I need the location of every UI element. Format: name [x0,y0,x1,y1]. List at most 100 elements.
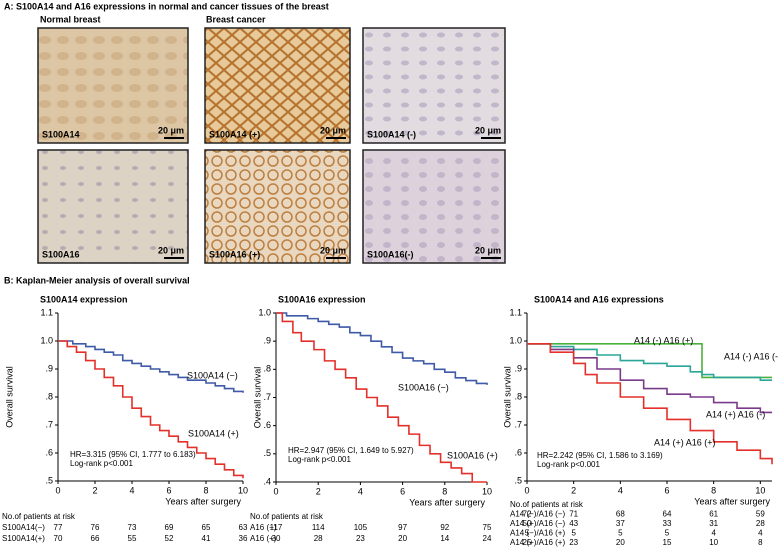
y-tick-label: .8 [45,391,53,401]
scale-label: 20 μm [158,245,184,255]
image-caption: S100A14 (-) [367,129,416,139]
micrograph [204,149,351,264]
risk-count: 33 [663,519,672,528]
survival-curve [527,343,772,381]
x-tick-label: 4 [129,485,134,495]
risk-count: 15 [663,538,672,547]
risk-count: 59 [756,510,765,519]
survival-curve [276,312,488,385]
x-axis-label: Years after surgery [409,497,485,507]
scale-label: 20 μm [320,245,346,255]
risk-count: 63 [239,523,248,532]
survival-curve [58,340,244,393]
x-tick-label: 8 [442,486,447,496]
y-tick-label: .8 [263,364,271,374]
curve-label: S100A14 (−) [187,370,238,380]
curve-label: S100A16 (−) [398,382,449,392]
risk-count: 114 [312,523,325,532]
risk-count: 24 [483,534,492,543]
y-axis-label: Overall survival [252,367,262,429]
risk-count: 66 [91,534,100,543]
annotation: HR=2.947 (95% CI, 1.649 to 5.927) [288,446,414,455]
image-caption: S100A16(-) [367,249,414,259]
risk-count: 97 [398,523,407,532]
risk-count: 105 [354,523,368,532]
risk-row-label: A14 (+)/A16 (−) [510,519,565,528]
chart-title: S100A14 and A16 expressions [534,294,664,304]
risk-count: 71 [569,510,578,519]
survival-curve [276,312,487,483]
micrograph [362,27,506,144]
risk-row-label: A16 (+) [250,534,277,543]
y-tick-label: .9 [263,336,271,346]
risk-count: 5 [618,529,623,538]
y-tick-label: 1.0 [509,335,522,345]
risk-count: 31 [709,519,718,528]
risk-count: 5 [665,529,670,538]
risk-count: 55 [128,534,137,543]
x-tick-label: 8 [203,485,208,495]
curve-label: A14 (-) A16 (-) [724,351,778,361]
x-tick-label: 8 [711,485,716,495]
risk-count: 20 [398,534,407,543]
risk-count: 5 [525,529,530,538]
risk-row-label: A14 (−)/A16 (−) [510,510,565,519]
x-tick-label: 0 [55,485,60,495]
risk-count: 61 [709,510,718,519]
scale-label: 20 μm [158,125,184,135]
risk-count: 14 [440,534,449,543]
risk-count: 73 [128,523,137,532]
risk-row-label: A14 (+)/A16 (+) [510,538,565,547]
chart-title: S100A14 expression [40,294,128,304]
y-tick-label: .5 [45,475,53,485]
image-caption: S100A14 (+) [209,129,260,139]
risk-count: 65 [202,523,211,532]
x-tick-label: 2 [571,485,576,495]
risk-count: 117 [270,523,283,532]
curve-label: A14 (+) A16 (+) [654,437,716,447]
risk-count: 50 [523,519,532,528]
risk-count: 20 [616,538,625,547]
risk-count: 4 [711,529,716,538]
annotation: Log-rank p<0.001 [70,459,133,468]
risk-count: 64 [663,510,672,519]
micrograph [204,27,351,144]
x-axis-label: Years after surgery [165,496,241,506]
risk-count: 4 [758,529,763,538]
annotation: Log-rank p<0.001 [288,455,351,464]
risk-count: 92 [440,523,449,532]
risk-count: 43 [569,519,578,528]
y-tick-label: .7 [263,392,271,402]
risk-count: 41 [202,534,211,543]
risk-count: 28 [314,534,323,543]
image-caption: S100A14 [42,129,80,139]
risk-row-label: A16 (−) [250,523,277,532]
risk-count: 30 [272,534,281,543]
curve-label: S100A16 (+) [447,450,498,460]
y-tick-label: .9 [45,363,53,373]
x-tick-label: 10 [755,485,765,495]
scale-label: 20 μm [320,125,346,135]
annotation: HR=2.242 (95% CI, 1.586 to 3.169) [537,451,663,460]
y-tick-label: 1.1 [40,307,53,317]
x-tick-label: 6 [400,486,405,496]
y-tick-label: .9 [514,363,522,373]
risk-count: 36 [239,534,248,543]
risk-count: 77 [54,523,63,532]
x-tick-label: 4 [618,485,623,495]
y-tick-label: 1.0 [258,307,271,317]
x-tick-label: 6 [664,485,669,495]
panel-title: B: Kaplan-Meier analysis of overall surv… [4,275,190,285]
y-tick-label: .6 [514,447,522,457]
image-caption: S100A16 (+) [209,249,260,259]
risk-count: 52 [165,534,174,543]
y-tick-label: 1.1 [509,307,522,317]
risk-count: 69 [165,523,174,532]
risk-row-label: S100A14(−) [2,523,45,532]
risk-count: 8 [758,538,763,547]
micrograph [37,149,189,264]
risk-table-title: No.of patients at risk [250,512,324,521]
risk-count: 37 [616,519,625,528]
risk-count: 28 [756,519,765,528]
